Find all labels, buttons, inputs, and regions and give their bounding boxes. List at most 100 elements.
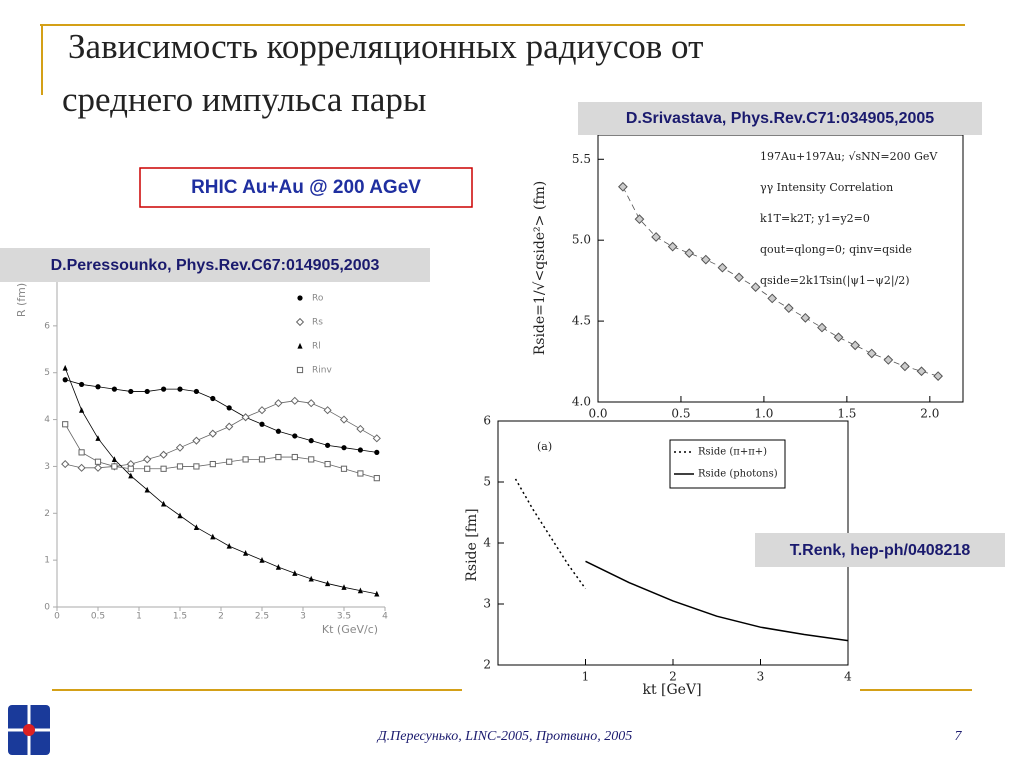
marker (900, 361, 910, 372)
marker (308, 575, 314, 582)
x-tick-label: 2 (669, 670, 677, 684)
marker (94, 458, 102, 465)
x-tick-label: 1.5 (837, 407, 856, 421)
marker (79, 381, 85, 388)
marker (225, 422, 234, 431)
marker (292, 570, 298, 576)
marker (357, 470, 364, 477)
series-line (514, 478, 587, 590)
x-tick-label: 1.5 (173, 612, 187, 622)
marker (357, 587, 363, 594)
marker (111, 456, 117, 462)
x-tick-label: 0.5 (91, 612, 105, 622)
marker (916, 366, 927, 377)
marker (800, 312, 811, 323)
y-axis-label: Rside=1/√<qside²> (fm) (532, 181, 548, 356)
marker (226, 542, 232, 549)
y-tick-label: 5 (44, 368, 50, 378)
marker (144, 388, 150, 395)
ref-box (0, 248, 430, 282)
x-tick-label: 2 (218, 612, 224, 622)
marker (684, 248, 695, 258)
annotation: (a) (537, 440, 552, 453)
legend-frame (669, 439, 786, 489)
marker (275, 453, 282, 461)
x-tick-label: 3.5 (337, 612, 351, 622)
marker (258, 456, 266, 463)
marker (323, 406, 332, 415)
ref-label: D.Peressounko, Phys.Rev.C67:014905,2003 (51, 257, 380, 274)
x-axis-label: kt [GeV] (642, 682, 701, 698)
y-axis-label: Rside [fm] (464, 508, 480, 581)
marker (143, 455, 152, 464)
marker (667, 241, 678, 252)
marker (651, 232, 661, 242)
marker (783, 303, 794, 314)
marker (817, 322, 827, 333)
x-tick-label: 0.5 (671, 407, 690, 421)
y-tick-label: 6 (483, 414, 491, 428)
y-tick-label: 0 (44, 603, 50, 613)
marker (175, 443, 185, 452)
y-tick-label: 4.0 (572, 395, 591, 409)
marker (78, 449, 85, 456)
marker (634, 214, 645, 225)
logo (6, 703, 52, 758)
marker (339, 415, 349, 424)
marker (176, 463, 184, 470)
legend-label: Ro (312, 294, 324, 304)
annotation: γγ Intensity Correlation (760, 181, 893, 194)
ref-box (578, 102, 982, 135)
marker (93, 463, 103, 472)
marker (341, 584, 347, 590)
marker (297, 295, 303, 301)
marker (79, 407, 85, 413)
marker (128, 388, 134, 395)
x-tick-label: 3 (300, 612, 306, 622)
marker (307, 399, 316, 408)
marker (257, 406, 267, 415)
x-tick-label: 3 (757, 670, 765, 684)
marker (193, 463, 200, 470)
marker (325, 580, 331, 587)
marker (127, 465, 134, 472)
legend-label: Rside (π+π+) (698, 447, 767, 458)
marker (111, 386, 117, 392)
series-line (64, 367, 377, 595)
marker (274, 399, 283, 408)
marker (177, 512, 183, 519)
marker (933, 371, 943, 381)
marker (700, 254, 711, 265)
marker (292, 433, 298, 439)
marker (308, 456, 315, 463)
marker (226, 405, 232, 411)
marker (373, 475, 380, 482)
y-tick-label: 3 (483, 597, 491, 611)
legend-label: Rinv (312, 366, 332, 376)
marker (324, 460, 331, 468)
x-tick-label: 0 (54, 612, 60, 622)
series-line (585, 560, 849, 642)
marker (95, 435, 101, 441)
marker (243, 549, 249, 556)
marker (259, 421, 265, 427)
marker (209, 460, 216, 468)
marker (295, 317, 305, 327)
marker (242, 456, 249, 463)
marker (290, 396, 299, 405)
marker (128, 472, 134, 479)
marker (296, 366, 304, 374)
marker (159, 450, 168, 459)
x-tick-label: 4 (382, 612, 388, 622)
y-tick-label: 5 (483, 475, 491, 489)
marker (161, 386, 167, 392)
page-number: 7 (955, 729, 963, 744)
y-tick-label: 2 (483, 658, 491, 672)
marker (357, 447, 363, 453)
x-tick-label: 1.0 (754, 407, 773, 421)
marker (241, 413, 250, 422)
marker (177, 386, 183, 392)
legend-label: Rside (photons) (698, 469, 778, 480)
annotation: qout=qlong=0; qinv=qside (760, 243, 912, 256)
